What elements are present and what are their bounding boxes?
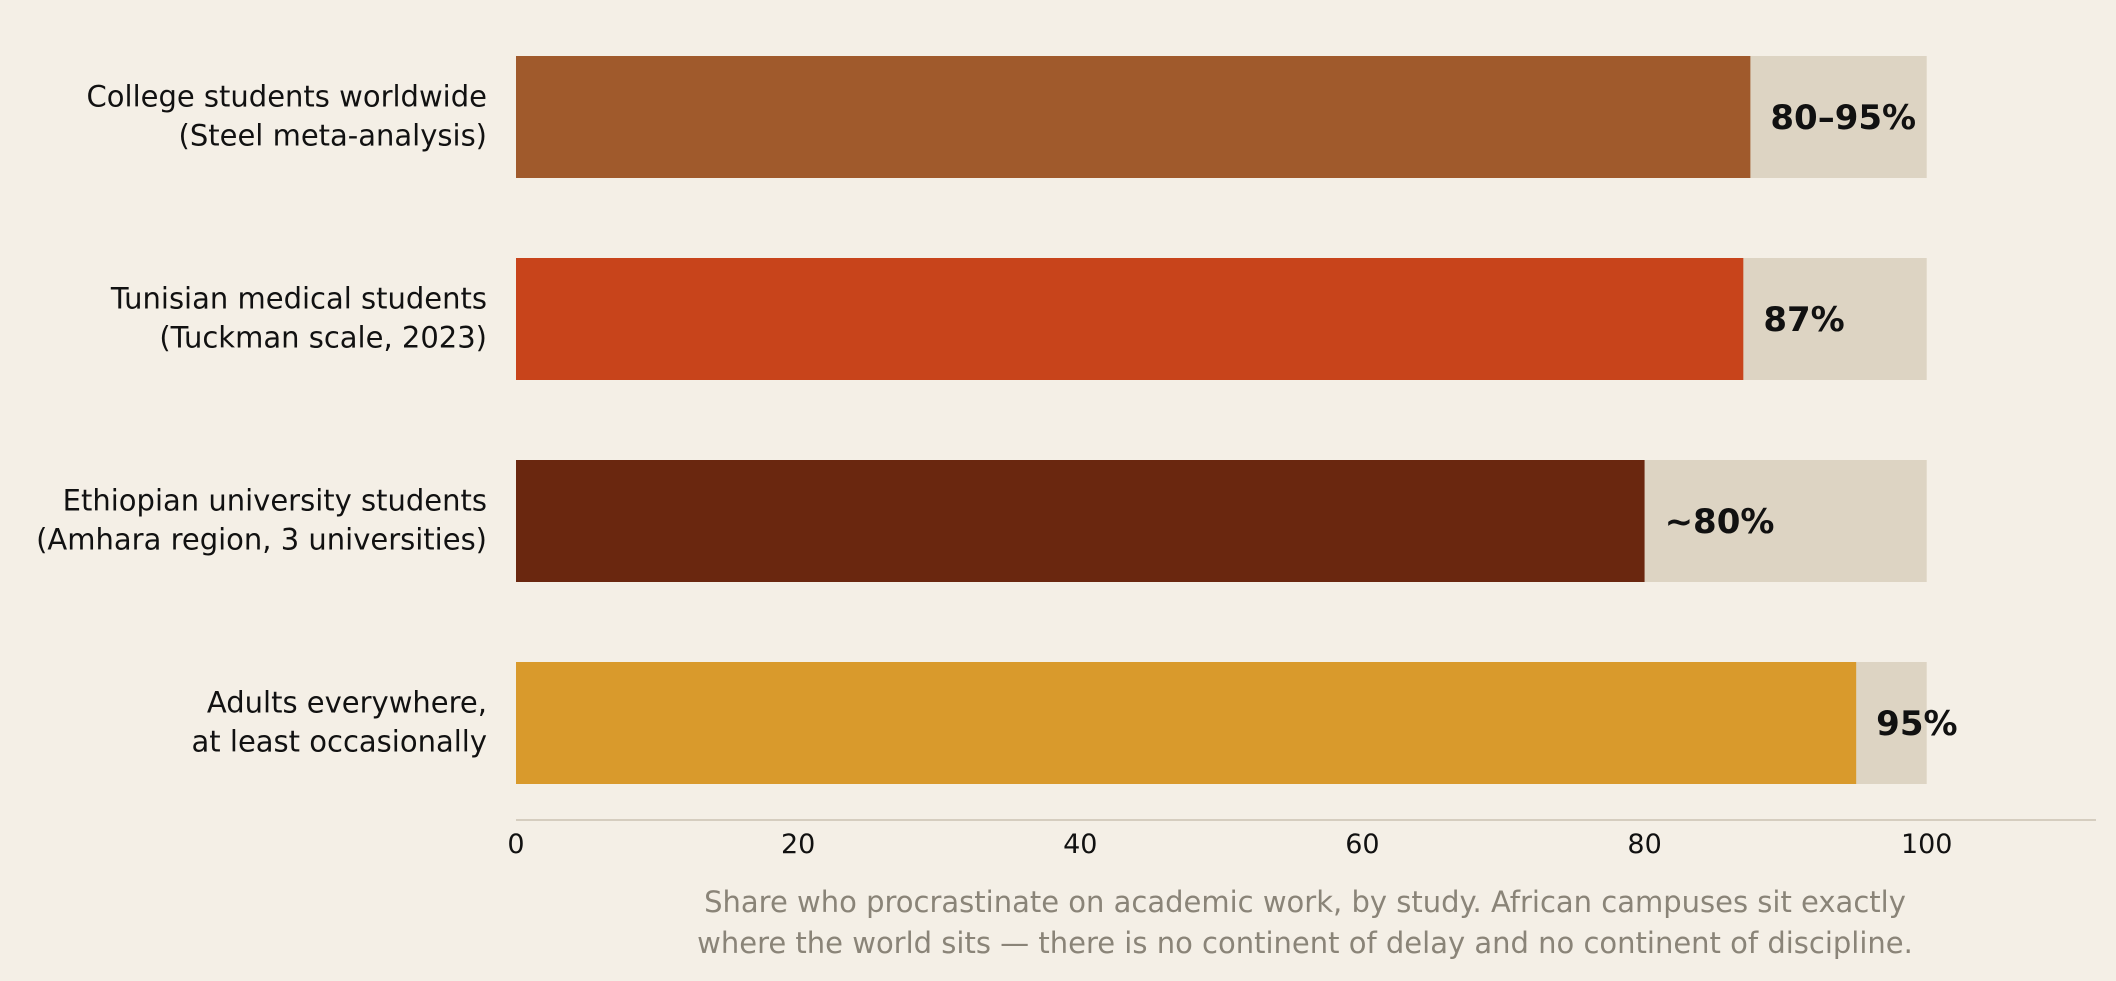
value-label-4: 95%: [1876, 704, 1957, 744]
value-label-3: ~80%: [1665, 502, 1775, 542]
bar-1: [516, 56, 1751, 178]
category-label-2-line-2: (Tuckman scale, 2023): [159, 321, 487, 355]
x-tick-label-100: 100: [1901, 829, 1953, 860]
value-labels: 80–95% 87% ~80% 95%: [1665, 98, 1958, 744]
category-label-1-line-2: (Steel meta-analysis): [179, 119, 487, 153]
category-label-1-line-1: College students worldwide: [87, 80, 487, 114]
chart-caption: Share who procrastinate on academic work…: [540, 882, 2070, 964]
bars: [516, 56, 1857, 784]
caption-line-1: Share who procrastinate on academic work…: [704, 885, 1906, 919]
x-tick-label-20: 20: [781, 829, 815, 860]
bar-4: [516, 662, 1857, 784]
x-tick-label-80: 80: [1627, 829, 1661, 860]
bar-3: [516, 460, 1645, 582]
x-tick-label-40: 40: [1063, 829, 1097, 860]
x-tick-label-0: 0: [507, 829, 524, 860]
caption-line-2: where the world sits — there is no conti…: [697, 926, 1913, 960]
category-label-4-line-1: Adults everywhere,: [207, 686, 487, 720]
x-axis-ticks: 0 20 40 60 80 100: [507, 829, 1952, 860]
bar-2: [516, 258, 1744, 380]
value-label-2: 87%: [1763, 300, 1844, 340]
category-label-4-line-2: at least occasionally: [192, 725, 487, 759]
category-label-2-line-1: Tunisian medical students: [110, 282, 487, 316]
category-label-3-line-2: (Amhara region, 3 universities): [36, 523, 487, 557]
x-tick-label-60: 60: [1345, 829, 1379, 860]
category-labels: College students worldwide (Steel meta-an…: [36, 80, 487, 759]
value-label-1: 80–95%: [1770, 98, 1916, 138]
category-label-3-line-1: Ethiopian university students: [63, 484, 487, 518]
